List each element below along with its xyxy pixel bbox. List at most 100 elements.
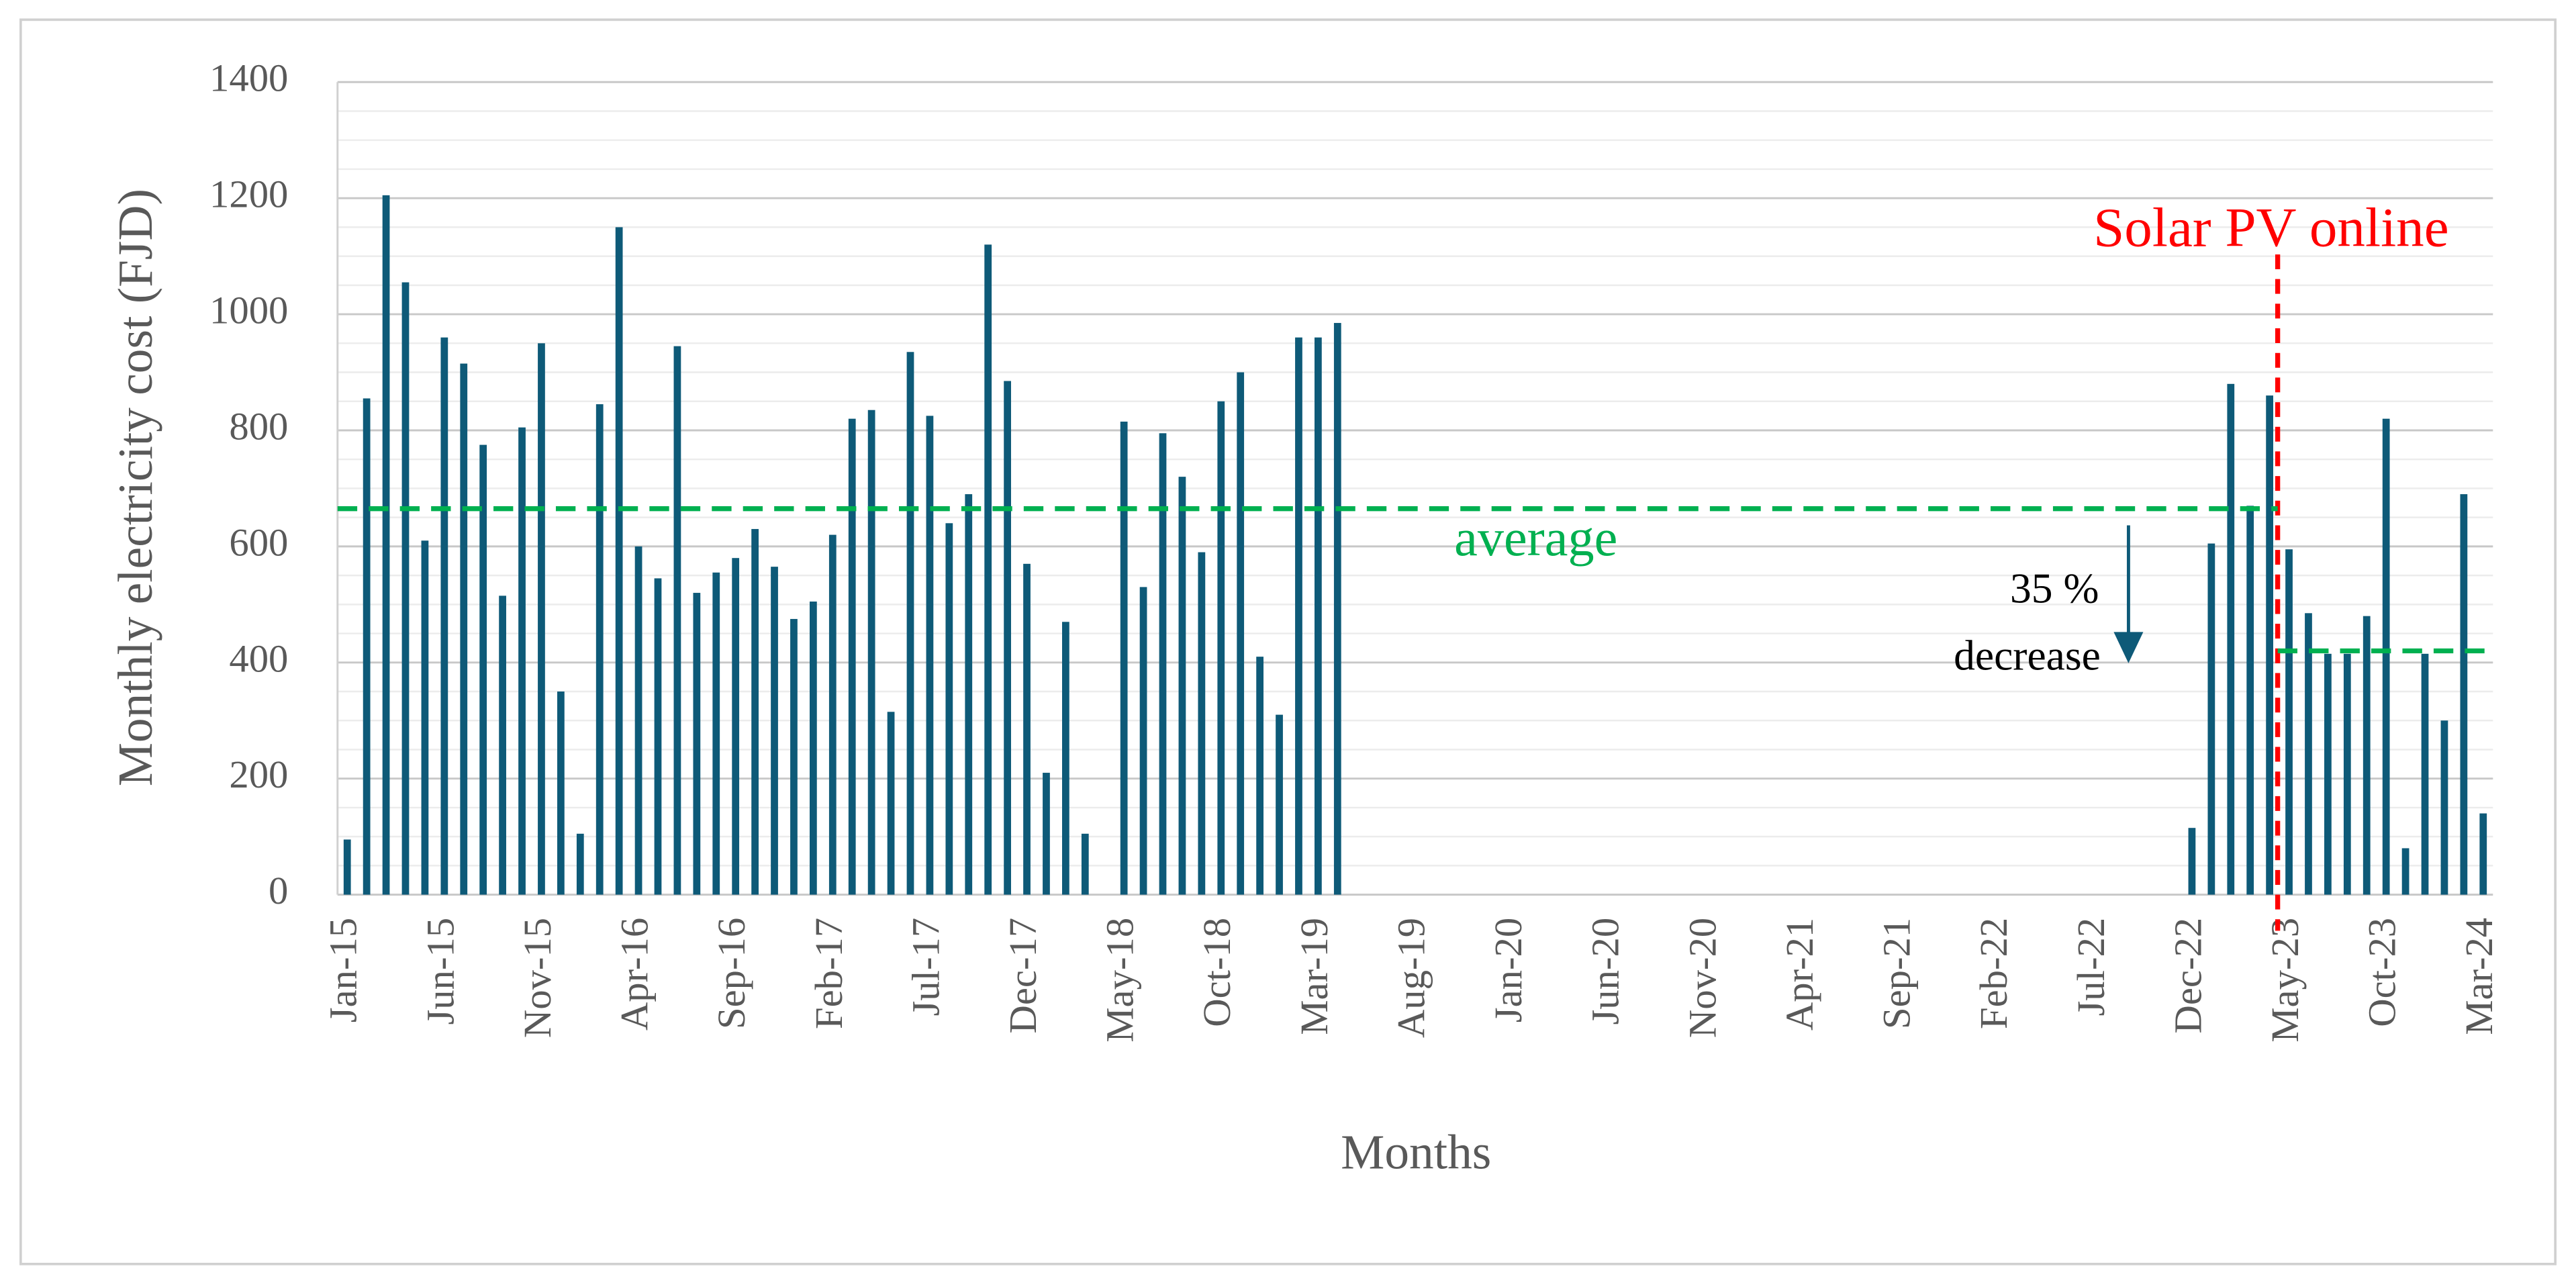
bar <box>1062 622 1069 895</box>
bar <box>2227 383 2235 895</box>
bar <box>634 546 642 895</box>
bar <box>2207 543 2215 895</box>
bar <box>1315 337 1322 895</box>
bar <box>499 595 506 895</box>
x-tick-label: Jan-20 <box>1486 918 1530 1022</box>
x-tick-label: Nov-15 <box>516 918 559 1038</box>
bar <box>460 363 468 895</box>
x-tick-label: Mar-19 <box>1292 918 1336 1035</box>
y-tick-label: 600 <box>229 520 288 564</box>
bar <box>2246 506 2254 895</box>
x-tick-label: Jun-20 <box>1584 918 1627 1025</box>
bar <box>2460 494 2468 895</box>
x-tick-label: Apr-16 <box>613 918 657 1031</box>
bar <box>363 398 371 895</box>
bar <box>2285 549 2293 895</box>
bar <box>2479 813 2487 895</box>
x-tick-label: Feb-17 <box>807 918 851 1029</box>
bar <box>751 528 759 895</box>
bar <box>1295 337 1302 895</box>
bar <box>1333 323 1341 895</box>
x-tick-label: Dec-17 <box>1001 918 1045 1034</box>
y-tick-label: 200 <box>229 753 288 796</box>
y-axis-title: Monthly electricity cost (FJD) <box>108 189 162 786</box>
bar <box>557 692 565 895</box>
bar <box>1276 714 1283 895</box>
bar <box>693 593 701 895</box>
bar <box>984 244 992 895</box>
bar <box>1237 372 1245 895</box>
bar <box>771 567 778 895</box>
bar <box>440 337 448 895</box>
bar <box>343 839 351 895</box>
decrease-percent: 35 % <box>2010 564 2099 612</box>
bar <box>828 534 837 895</box>
bar <box>1139 587 1147 895</box>
x-tick-label: Aug-19 <box>1389 918 1433 1038</box>
bar <box>576 833 584 895</box>
x-axis-title: Months <box>1341 1125 1491 1180</box>
x-tick-label: Nov-20 <box>1680 918 1724 1038</box>
bar <box>1081 833 1089 895</box>
x-tick-label: Oct-23 <box>2360 918 2404 1027</box>
bar <box>2343 653 2351 895</box>
bar <box>673 346 681 895</box>
x-tick-label: Dec-22 <box>2166 918 2209 1034</box>
bar <box>401 282 410 895</box>
y-tick-label: 1000 <box>209 289 288 332</box>
bar <box>848 418 856 895</box>
decrease-text: decrease <box>1954 632 2101 679</box>
bar <box>1256 657 1263 895</box>
bar <box>595 404 604 895</box>
bar <box>2363 616 2371 895</box>
bar <box>2440 720 2448 895</box>
x-tick-label: Jun-15 <box>418 918 462 1025</box>
bar <box>809 602 817 895</box>
y-tick-label: 1200 <box>209 173 288 216</box>
bar <box>538 343 545 895</box>
bar <box>1023 563 1031 895</box>
x-tick-label: Jul-22 <box>2069 918 2113 1016</box>
bar <box>926 416 934 895</box>
bar <box>887 712 895 895</box>
bar <box>712 572 720 895</box>
bar <box>479 444 487 895</box>
bar <box>654 578 662 895</box>
bar <box>1178 477 1186 895</box>
bar <box>732 558 740 895</box>
bar <box>867 410 875 895</box>
bar <box>945 523 953 895</box>
bar <box>1159 433 1167 895</box>
y-tick-label: 800 <box>229 404 288 448</box>
y-tick-label: 400 <box>229 636 288 680</box>
x-tick-label: May-18 <box>1098 918 1142 1043</box>
x-tick-label: Feb-22 <box>1972 918 2015 1029</box>
bar <box>1198 552 1206 895</box>
bar <box>421 540 429 895</box>
bar <box>790 618 798 895</box>
bar <box>1004 381 1011 895</box>
event-label: Solar PV online <box>2093 196 2449 258</box>
bar <box>1043 773 1050 895</box>
bar <box>615 227 623 895</box>
bar <box>1120 422 1128 895</box>
average-label: average <box>1454 508 1617 567</box>
bar <box>906 352 914 895</box>
y-tick-label: 1400 <box>209 56 288 100</box>
x-tick-label: May-23 <box>2263 918 2307 1043</box>
x-tick-label: Sep-16 <box>710 918 753 1029</box>
bar <box>2188 828 2196 895</box>
bar <box>382 195 390 895</box>
x-tick-label: Oct-18 <box>1195 918 1239 1027</box>
bar <box>1217 401 1225 895</box>
decrease-arrow-head <box>2113 632 2144 663</box>
bar <box>2266 395 2274 895</box>
x-tick-label: Sep-21 <box>1875 918 1919 1029</box>
bar <box>2401 848 2410 895</box>
bar <box>965 494 973 895</box>
y-tick-label: 0 <box>269 869 288 912</box>
bar <box>2421 653 2429 895</box>
x-tick-label: Mar-24 <box>2457 918 2501 1035</box>
bar <box>518 427 526 895</box>
